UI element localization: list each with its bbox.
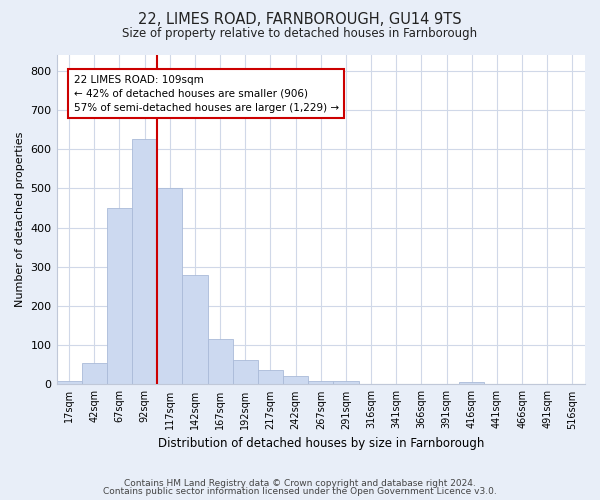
Bar — [107, 208, 132, 384]
Text: 22, LIMES ROAD, FARNBOROUGH, GU14 9TS: 22, LIMES ROAD, FARNBOROUGH, GU14 9TS — [138, 12, 462, 28]
Bar — [283, 376, 308, 384]
Bar — [258, 370, 283, 384]
Bar — [308, 382, 334, 384]
Bar — [334, 382, 359, 384]
Bar — [157, 188, 182, 384]
Text: Size of property relative to detached houses in Farnborough: Size of property relative to detached ho… — [122, 28, 478, 40]
Bar — [82, 363, 107, 384]
Text: Contains HM Land Registry data © Crown copyright and database right 2024.: Contains HM Land Registry data © Crown c… — [124, 478, 476, 488]
Text: 22 LIMES ROAD: 109sqm
← 42% of detached houses are smaller (906)
57% of semi-det: 22 LIMES ROAD: 109sqm ← 42% of detached … — [74, 74, 339, 112]
Bar — [56, 380, 82, 384]
Bar — [233, 360, 258, 384]
Bar — [208, 339, 233, 384]
Text: Contains public sector information licensed under the Open Government Licence v3: Contains public sector information licen… — [103, 487, 497, 496]
Y-axis label: Number of detached properties: Number of detached properties — [15, 132, 25, 308]
X-axis label: Distribution of detached houses by size in Farnborough: Distribution of detached houses by size … — [158, 437, 484, 450]
Bar — [182, 276, 208, 384]
Bar — [459, 382, 484, 384]
Bar — [132, 140, 157, 384]
